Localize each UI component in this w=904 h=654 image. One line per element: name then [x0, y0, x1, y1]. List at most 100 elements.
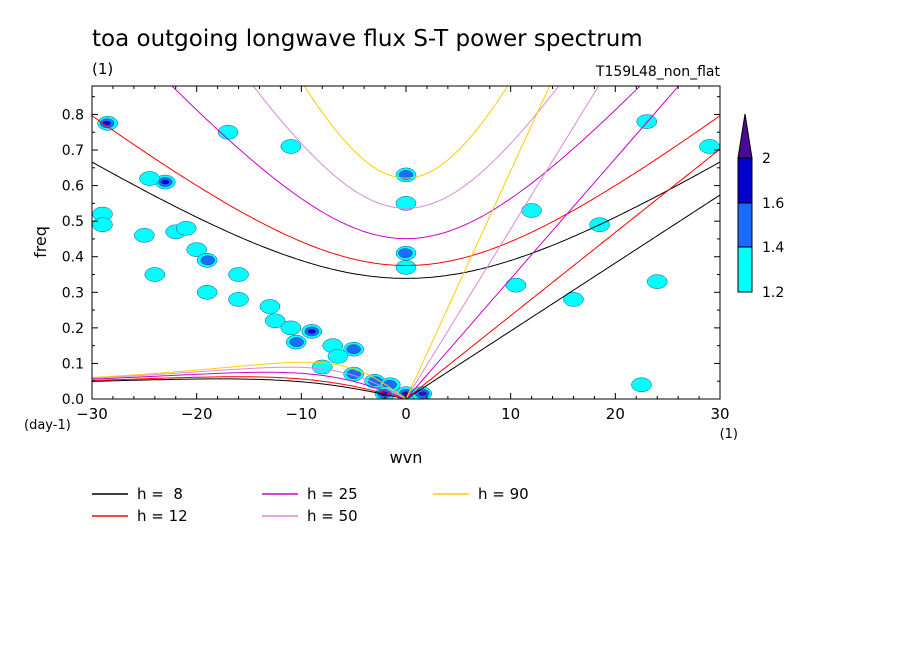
x-axis-label: wvn	[390, 448, 423, 467]
x-axis: −30 −20 −10 0 10 20 30	[76, 86, 730, 423]
kelvin-curve	[405, 86, 680, 399]
contour-level-1	[646, 274, 668, 289]
y-tick-label: 0.7	[62, 143, 84, 159]
contour-blob	[228, 267, 249, 282]
contour-level-1	[327, 349, 349, 364]
contour-blob	[636, 114, 657, 129]
legend: h = 8 h = 12 h = 25 h = 50 h = 90	[92, 485, 529, 525]
contour-level-1	[228, 267, 249, 282]
x-axis-unit: (1)	[720, 427, 738, 442]
legend-item: h = 8	[92, 485, 183, 503]
legend-item: h = 12	[92, 507, 188, 525]
colorbar: 1.2 1.4 1.6 2	[737, 113, 784, 301]
contour-level-1	[280, 139, 302, 154]
colorbar-label: 1.2	[762, 285, 784, 301]
kelvin-curve	[405, 194, 720, 399]
contour-blob	[134, 228, 155, 243]
y-tick-label: 0.3	[62, 285, 84, 301]
colorbar-arrow	[737, 113, 753, 159]
contour-layer	[92, 114, 720, 399]
contour-level-1	[228, 292, 249, 307]
contour-blob	[395, 167, 417, 183]
contour-blob	[343, 341, 364, 357]
contour-level-1	[395, 196, 417, 211]
contour-blob	[395, 245, 417, 261]
dispersion-curve-h8	[92, 161, 720, 399]
rossby-curve	[92, 366, 407, 399]
kelvin-curve	[405, 86, 551, 399]
y-tick-label: 0.5	[62, 214, 84, 230]
contour-blob	[285, 334, 307, 350]
contour-level-1	[264, 313, 286, 328]
colorbar-swatch	[737, 246, 753, 293]
y-tick-label: 0.0	[62, 392, 84, 408]
dispersion-curve-h12	[92, 115, 720, 399]
contour-blob	[196, 253, 218, 268]
contour-level-1	[395, 260, 417, 275]
rossby-curve	[92, 378, 407, 399]
y-axis-unit: (day-1)	[24, 418, 71, 433]
contour-blob	[97, 116, 118, 131]
legend-label: h = 50	[307, 507, 358, 525]
rossby-curve	[92, 376, 407, 399]
contour-level-1	[631, 377, 652, 393]
contour-level-2	[200, 255, 215, 266]
contour-blob	[259, 299, 281, 314]
colorbar-label: 1.6	[762, 196, 784, 212]
dispersion-curve-h90	[92, 86, 551, 399]
contour-blob	[186, 242, 207, 257]
contour-blob	[395, 260, 417, 275]
x-tick-label: −30	[76, 405, 108, 423]
contour-blob	[563, 292, 584, 307]
legend-label: h = 90	[478, 485, 529, 503]
y-tick-label: 0.1	[62, 356, 84, 372]
contour-blob	[139, 171, 160, 186]
contour-blob	[144, 267, 166, 282]
dispersion-curve-h50	[92, 86, 600, 399]
contour-level-1	[186, 242, 207, 257]
colorbar-label: 2	[762, 151, 771, 167]
kelvin-curve	[405, 148, 720, 399]
contour-blob	[364, 373, 385, 389]
contour-level-3	[161, 179, 170, 185]
contour-level-2	[398, 170, 414, 180]
legend-label: h = 12	[137, 507, 188, 525]
inertia-gravity-curve	[171, 86, 641, 240]
contour-level-2	[346, 344, 361, 355]
contour-level-1	[139, 171, 160, 186]
legend-item: h = 25	[262, 485, 358, 503]
contour-blob	[505, 277, 527, 293]
legend-label: h = 8	[137, 485, 183, 503]
x-tick-label: 20	[606, 405, 625, 423]
contour-level-3	[307, 328, 317, 334]
contour-level-1	[505, 277, 527, 293]
y-axis: 0.0 0.1 0.2 0.3 0.4 0.5 0.6 0.7 0.8	[62, 96, 720, 408]
contour-blob	[631, 377, 652, 393]
y-tick-label: 0.8	[62, 107, 84, 123]
contour-level-1	[259, 299, 281, 314]
chart-title: toa outgoing longwave flux S-T power spe…	[92, 26, 643, 52]
colorbar-label: 1.4	[762, 240, 784, 256]
dispersion-curve-h25	[92, 86, 680, 399]
colorbar-swatch	[737, 157, 753, 204]
contour-blob	[264, 313, 286, 328]
contour-level-1	[134, 228, 155, 243]
contour-level-2	[398, 248, 413, 259]
contour-blob	[301, 324, 323, 339]
contour-level-1	[196, 285, 218, 300]
chart-subtitle-right: T159L48_non_flat	[595, 64, 721, 80]
dispersion-curve-layer	[92, 86, 720, 399]
contour-blob	[228, 292, 249, 307]
x-tick-label: 30	[710, 405, 729, 423]
kelvin-curve	[405, 86, 600, 399]
contour-blob	[175, 221, 197, 236]
x-tick-label: 0	[401, 405, 411, 423]
legend-item: h = 50	[262, 507, 358, 525]
rossby-curve	[92, 371, 407, 399]
legend-label: h = 25	[307, 485, 358, 503]
contour-blob	[327, 349, 349, 364]
x-tick-label: −20	[181, 405, 213, 423]
inertia-gravity-curve	[92, 115, 720, 266]
x-tick-label: −10	[286, 405, 318, 423]
inertia-gravity-curve	[303, 86, 509, 179]
